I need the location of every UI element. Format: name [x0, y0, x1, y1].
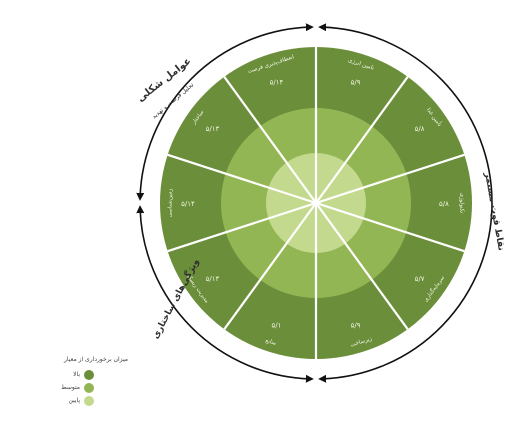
legend-swatch-high: [84, 369, 94, 380]
group-label-right: نقاط قوت مستمر: [482, 171, 506, 252]
segment-divider: [315, 76, 409, 204]
legend-label-medium: متوسط: [61, 384, 80, 391]
group-label-top-left: عوامل شکلی: [135, 56, 193, 105]
segment-divider: [223, 76, 317, 204]
legend-swatch-low: [84, 395, 94, 406]
segment-divider: [167, 201, 317, 253]
group-arc: [136, 205, 314, 383]
legend-label-low: پایین: [68, 397, 80, 404]
segment-label: زمین‌شناسی: [168, 188, 174, 217]
group-arc: [136, 23, 314, 201]
legend-label-high: بالا: [73, 371, 80, 378]
segment-score: ۵/۱۴: [270, 78, 284, 86]
segment-label: منابع: [265, 338, 277, 347]
segment-divider: [315, 201, 465, 253]
segment-score: ۵/۸: [415, 125, 425, 133]
segment-score: ۵/۱۳: [206, 125, 220, 133]
legend: میزان برخورداری از معیار بالا متوسط پایی…: [8, 356, 128, 407]
segment-score: ۵/۱۳: [206, 275, 220, 283]
segment-score: ۵/۷: [415, 275, 425, 283]
segment-score: ۵/۹: [351, 78, 361, 86]
segment-score: ۵/۱۴: [181, 200, 195, 208]
segment-score: ۵/۱: [272, 322, 282, 330]
segment-score: ۵/۸: [439, 200, 449, 208]
segment-divider: [167, 153, 317, 205]
legend-item-medium: متوسط: [8, 381, 94, 394]
legend-title: میزان برخورداری از معیار: [64, 356, 128, 363]
segment-divider: [223, 202, 317, 330]
segment-score: ۵/۹: [351, 322, 361, 330]
legend-item-low: پایین: [8, 394, 94, 407]
legend-swatch-medium: [84, 382, 94, 393]
segment-dividers: [167, 47, 465, 359]
segment-divider: [315, 202, 409, 330]
legend-item-high: بالا: [8, 368, 94, 381]
segment-label: تکنولوژی: [459, 193, 466, 214]
group-arc: [318, 23, 493, 383]
group-arcs: [136, 23, 493, 383]
segment-divider: [315, 153, 465, 205]
segment-scores: ۵/۹ ۵/۸ ۵/۸ ۵/۷ ۵/۹ ۵/۱ ۵/۱۳ ۵/۱۴ ۵/۱۳ ۵/۱۴: [181, 78, 449, 329]
